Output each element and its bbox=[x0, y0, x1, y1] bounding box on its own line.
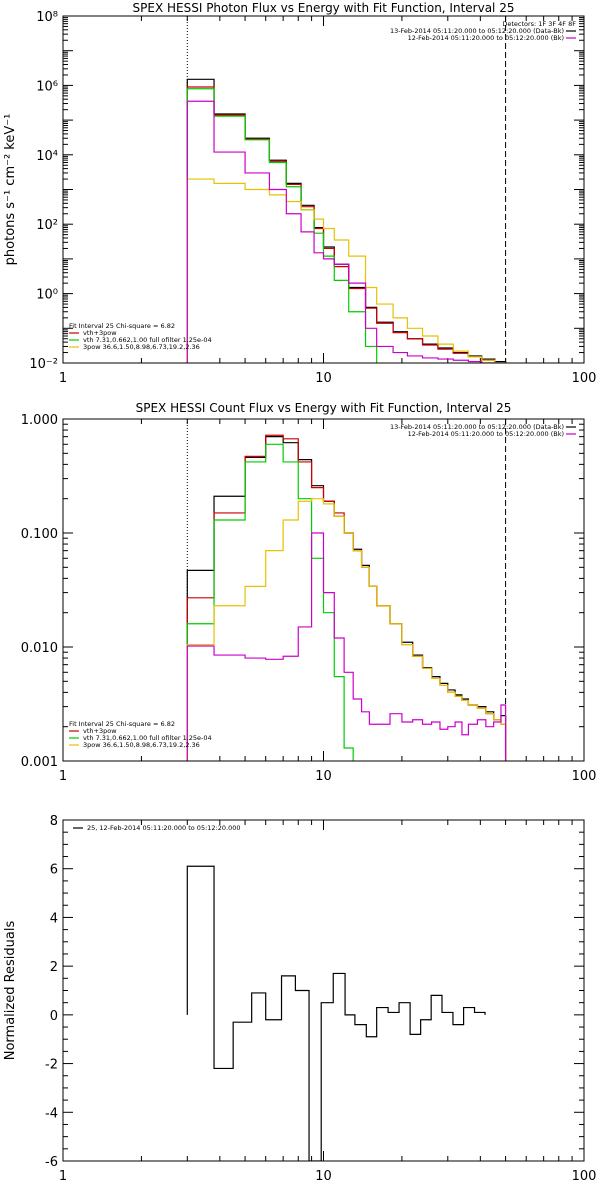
fit-legend-entry: vth 7.31,0.662,1.00 full ofilter 1.25e-0… bbox=[83, 336, 212, 344]
legend-entry: 25, 12-Feb-2014 05:11:20.000 to 05:12:20… bbox=[87, 824, 240, 832]
x-tick-label: 100 bbox=[572, 1169, 597, 1184]
fit-legend-entry: Fit Interval 25 Chi-square = 6.82 bbox=[69, 720, 175, 728]
fit-legend-entry: vth 7.31,0.662,1.00 full ofilter 1.25e-0… bbox=[83, 734, 212, 742]
y-tick-label: 0.100 bbox=[21, 527, 58, 542]
y-tick-label: 8 bbox=[50, 814, 58, 829]
y-tick-label: 0.001 bbox=[21, 755, 58, 770]
y-tick-label: -6 bbox=[45, 1155, 58, 1170]
fit-legend-entry: vth+3pow bbox=[83, 329, 117, 337]
y-tick-label: 0 bbox=[50, 1009, 58, 1024]
y-tick-label: 4 bbox=[50, 911, 58, 926]
series-group bbox=[186, 434, 507, 761]
panel-1: SPEX HESSI Photon Flux vs Energy with Fi… bbox=[3, 1, 596, 386]
plot-frame bbox=[62, 15, 585, 364]
legend-entry: Detectors: 1F 3F 4F 8F bbox=[502, 20, 576, 28]
x-tick-label: 10 bbox=[315, 1169, 332, 1184]
x-tick-label: 100 bbox=[572, 371, 597, 386]
legend-entry: 12-Feb-2014 05:11:20.000 to 05:12:20.000… bbox=[408, 430, 564, 438]
panel-2: SPEX HESSI Count Flux vs Energy with Fit… bbox=[21, 401, 597, 784]
y-tick-label: -4 bbox=[45, 1106, 58, 1121]
y-tick-label: 0.010 bbox=[21, 641, 58, 656]
y-tick-label: 10⁶ bbox=[36, 79, 58, 94]
series-vth bbox=[186, 88, 378, 363]
panel-3: Normalized Residuals 1 10 100 -6 -4 -2 0 2 4 6 8 25,… bbox=[3, 814, 596, 1184]
y-tick-label: 2 bbox=[50, 960, 58, 975]
y-tick-label: 6 bbox=[50, 863, 58, 878]
x-tick-label: 1 bbox=[59, 769, 67, 784]
y-tick-label: 10² bbox=[36, 218, 58, 233]
y-tick-label: 1.000 bbox=[21, 413, 58, 428]
plot-frame bbox=[62, 418, 585, 762]
series-25-12-feb-2014-05-11-20-000-to-05-12-20-000 bbox=[186, 865, 486, 1161]
y-tick-label: 10⁻² bbox=[29, 357, 58, 372]
y-axis-label: Normalized Residuals bbox=[3, 921, 18, 1061]
y-tick-label: 10⁴ bbox=[36, 149, 58, 164]
x-tick-label: 1 bbox=[59, 1169, 67, 1184]
series-bk bbox=[186, 532, 507, 761]
series-bk bbox=[186, 100, 496, 363]
legend-entry: 13-Feb-2014 05:11:20.000 to 05:12:20.000… bbox=[390, 423, 564, 431]
series-3pow bbox=[186, 178, 507, 363]
fit-legend-entry: Fit Interval 25 Chi-square = 6.82 bbox=[69, 322, 175, 330]
series-data-bk bbox=[186, 436, 507, 761]
fit-legend-entry: vth+3pow bbox=[83, 727, 117, 735]
y-tick-label: 10⁸ bbox=[36, 10, 58, 25]
y-axis-label: photons s⁻¹ cm⁻² keV⁻¹ bbox=[3, 114, 18, 266]
plot-frame bbox=[62, 819, 585, 1162]
x-tick-label: 10 bbox=[315, 769, 332, 784]
series-3pow bbox=[186, 498, 507, 761]
legend-entry: 13-Feb-2014 05:11:20.000 to 05:12:20.000… bbox=[390, 27, 564, 35]
legend-entry: 12-Feb-2014 05:11:20.000 to 05:12:20.000… bbox=[408, 34, 564, 42]
fit-legend-entry: 3pow 36.6,1.50,8.98,6.73,19.2,2.36 bbox=[83, 741, 200, 749]
chart-title: SPEX HESSI Photon Flux vs Energy with Fi… bbox=[133, 1, 515, 15]
series-vth-3pow bbox=[186, 434, 507, 761]
fit-legend-entry: 3pow 36.6,1.50,8.98,6.73,19.2,2.36 bbox=[83, 343, 200, 351]
chart-title: SPEX HESSI Count Flux vs Energy with Fit… bbox=[136, 401, 512, 415]
series-data-bk bbox=[186, 78, 507, 363]
x-tick-label: 10 bbox=[315, 371, 332, 386]
x-tick-label: 1 bbox=[59, 371, 67, 386]
y-tick-label: 10⁰ bbox=[36, 288, 58, 303]
series-group bbox=[186, 865, 486, 1161]
y-tick-label: -2 bbox=[45, 1058, 58, 1073]
series-group bbox=[186, 78, 507, 363]
series-vth-3pow bbox=[186, 86, 507, 363]
series-vth bbox=[186, 443, 354, 761]
x-tick-label: 100 bbox=[572, 769, 597, 784]
